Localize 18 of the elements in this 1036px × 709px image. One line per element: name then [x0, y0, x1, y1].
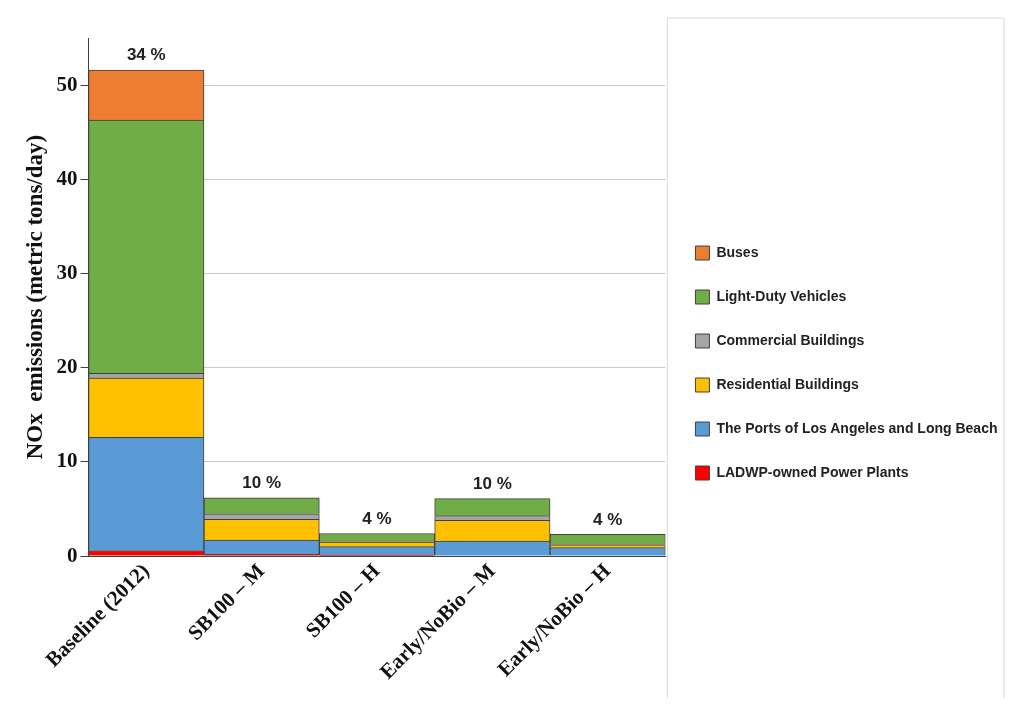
y-axis-title: NOx emissions (metric tons/day) — [21, 134, 47, 460]
y-tick-label: 50 — [56, 71, 78, 96]
legend-label: The Ports of Los Angeles and Long Beach — [716, 419, 998, 436]
y-tick-label: 40 — [56, 165, 78, 190]
y-tick-label: 20 — [56, 354, 78, 379]
annotation: 4 % — [593, 509, 623, 529]
annotation: 34 % — [126, 45, 166, 65]
legend-label: Light-Duty Vehicles — [716, 287, 847, 304]
legend-label: Residential Buildings — [716, 375, 859, 392]
y-tick-label: 0 — [67, 542, 78, 567]
annotation: 10 % — [242, 472, 282, 492]
legend-label: Commercial Buildings — [716, 331, 865, 348]
y-tick-label: 30 — [56, 259, 78, 284]
annotation: 4 % — [362, 508, 392, 528]
legend-label: Buses — [716, 243, 759, 260]
annotation: 10 % — [472, 473, 512, 493]
legend-label: LADWP-owned Power Plants — [716, 463, 909, 480]
y-tick-label: 10 — [56, 448, 78, 473]
